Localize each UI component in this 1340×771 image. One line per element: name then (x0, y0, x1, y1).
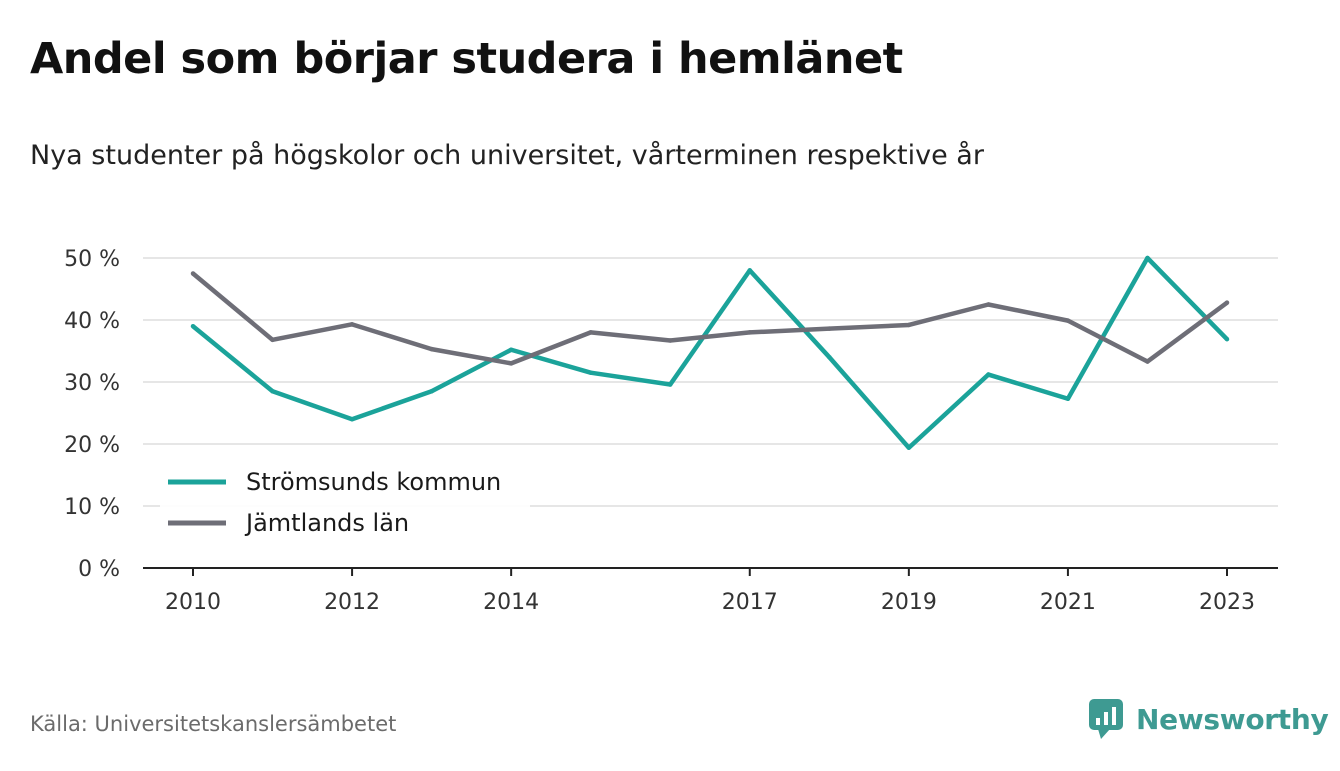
data-point (667, 382, 673, 387)
series-line-1 (191, 271, 1229, 366)
y-tick-label: 10 % (64, 495, 120, 520)
y-axis-tick-labels: 0 % 10 % 20 % 30 % 40 % 50 % (64, 247, 120, 582)
x-tick-label: 2023 (1199, 590, 1255, 615)
data-point (508, 347, 514, 353)
data-point (906, 445, 912, 450)
legend-background (160, 462, 530, 550)
data-point (349, 322, 355, 327)
x-tick-label: 2021 (1040, 590, 1096, 615)
x-axis-ticks: 2010 2012 2014 2017 2019 2021 2023 (165, 568, 1255, 615)
data-point (906, 322, 912, 328)
x-tick-label: 2014 (483, 590, 539, 615)
legend-label: Strömsunds kommun (246, 468, 501, 496)
brand-name: Newsworthy (1136, 702, 1329, 736)
newsworthy-logo-icon (1089, 699, 1123, 739)
chart-subtitle: Nya studenter på högskolor och universit… (30, 140, 984, 171)
brand-logo: Newsworthy (1088, 698, 1329, 740)
data-point (508, 361, 514, 366)
data-point (1145, 359, 1150, 364)
x-tick-label: 2019 (881, 590, 937, 615)
data-point (429, 389, 434, 394)
data-point (667, 338, 673, 343)
data-point (349, 416, 355, 422)
data-point (429, 346, 434, 352)
data-point (190, 323, 196, 329)
data-point (1065, 396, 1071, 401)
source-note: Källa: Universitetskanslersämbetet (30, 712, 397, 736)
data-point (827, 326, 832, 331)
data-point (986, 372, 991, 377)
data-point (986, 302, 991, 307)
legend: Strömsunds kommun Jämtlands län (160, 462, 530, 550)
y-tick-label: 20 % (64, 433, 120, 458)
y-tick-label: 50 % (64, 247, 120, 272)
data-point (588, 370, 593, 375)
data-point (1145, 255, 1150, 261)
data-point (588, 330, 593, 335)
y-tick-label: 0 % (78, 557, 120, 582)
data-point (827, 354, 832, 360)
y-tick-label: 40 % (64, 309, 120, 334)
series-line-0 (191, 255, 1229, 450)
x-tick-label: 2012 (324, 590, 380, 615)
data-point (747, 330, 753, 335)
data-point (190, 271, 196, 276)
data-point (1224, 300, 1230, 305)
data-point (270, 337, 275, 343)
data-point (1065, 318, 1071, 323)
series-lines (190, 255, 1230, 450)
chart-title: Andel som börjar studera i hemlänet (30, 34, 903, 84)
x-tick-label: 2017 (722, 590, 778, 615)
x-tick-label: 2010 (165, 590, 221, 615)
legend-label: Jämtlands län (244, 509, 409, 537)
data-point (270, 389, 275, 394)
y-tick-label: 30 % (64, 371, 120, 396)
data-point (1224, 336, 1230, 342)
data-point (747, 268, 753, 273)
